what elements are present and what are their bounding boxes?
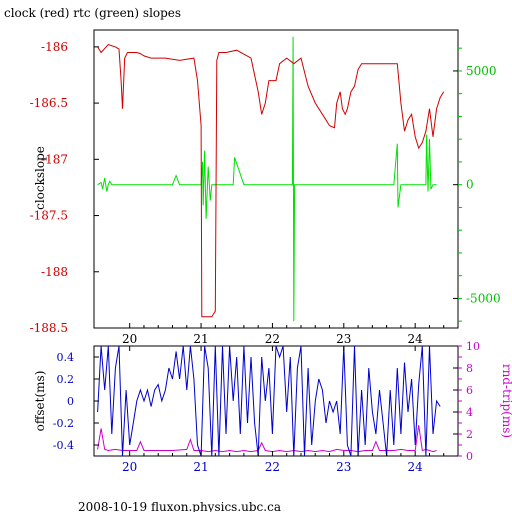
y2-tick-label-1-1: 0	[466, 178, 474, 192]
y-tick-label-2-0: 0.4	[57, 351, 75, 364]
y2-axis-label-bottom: rnd-trip(ms)	[500, 364, 512, 438]
y-tick-label-2-2: 0	[67, 395, 74, 408]
x-tick-label-2-2: 22	[265, 460, 280, 474]
rtc-slope-line	[97, 36, 437, 322]
y-tick-label-2-4: -0.4	[53, 439, 74, 452]
plot-frame-1	[93, 29, 459, 329]
y2-tick-label-2-0: 10	[466, 340, 480, 353]
y2-tick-label-2-5: 0	[466, 450, 473, 463]
x-tick-label-1-1: 21	[193, 332, 208, 346]
y-tick-label-1-3: -187.5	[30, 209, 68, 223]
offset-line	[97, 345, 441, 457]
y-axis-label-bottom: offset(ms)	[33, 371, 47, 432]
y-tick-label-1-5: -188.5	[30, 321, 68, 335]
x-tick-label-1-4: 24	[408, 332, 424, 346]
round-trip-line	[97, 425, 437, 453]
y2-tick-label-1-2: -5000	[466, 291, 501, 305]
x-tick-label-1-2: 22	[265, 332, 280, 346]
x-tick-label-1-0: 20	[122, 332, 137, 346]
y-tick-label-2-1: 0.2	[57, 373, 75, 386]
y-axis-label-top: clockslope	[33, 146, 47, 210]
clock-slope-line	[97, 44, 445, 318]
y-tick-label-2-3: -0.2	[53, 417, 74, 430]
y2-tick-label-2-1: 8	[466, 362, 473, 375]
x-tick-label-2-1: 21	[193, 460, 208, 474]
y2-tick-label-1-0: 5000	[466, 64, 497, 78]
footer-caption: 2008-10-19 fluxon.physics.ubc.ca	[78, 500, 281, 512]
y2-tick-label-2-4: 2	[466, 428, 473, 441]
x-tick-label-2-0: 20	[122, 460, 137, 474]
y2-tick-label-2-3: 4	[466, 406, 473, 419]
plot-frame-2	[93, 345, 459, 457]
x-tick-label-2-4: 24	[408, 460, 424, 474]
x-tick-label-1-3: 23	[336, 332, 351, 346]
y-tick-label-1-1: -186.5	[30, 96, 68, 110]
chart-title: clock (red) rtc (green) slopes	[4, 6, 181, 20]
y-tick-label-1-0: -186	[41, 40, 68, 54]
y-tick-label-1-4: -188	[41, 265, 68, 279]
y2-tick-label-2-2: 6	[466, 384, 473, 397]
x-tick-label-2-3: 23	[336, 460, 351, 474]
y-tick-label-1-2: -187	[41, 152, 68, 166]
